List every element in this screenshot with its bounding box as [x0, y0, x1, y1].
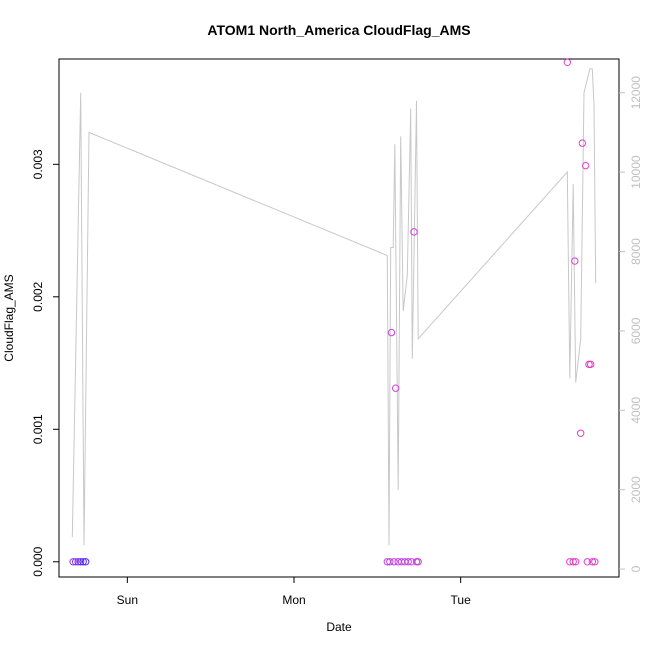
data-point	[81, 558, 90, 566]
data-point	[386, 558, 394, 566]
data-point	[410, 228, 418, 236]
data-point	[74, 558, 82, 566]
data-point	[588, 558, 597, 566]
y-right-tick-label: 12000	[629, 76, 643, 110]
data-point	[571, 257, 579, 265]
data-point	[387, 328, 396, 337]
y-axis-label: CloudFlag_AMS	[2, 274, 16, 361]
line-series	[71, 68, 597, 546]
x-tick-label: Sun	[117, 593, 138, 607]
x-tick-label: Tue	[451, 593, 472, 607]
data-point	[563, 58, 572, 67]
plot-frame	[58, 58, 620, 578]
data-point	[566, 558, 574, 566]
data-point	[390, 558, 398, 566]
data-point	[69, 558, 77, 566]
data-point	[391, 384, 400, 392]
y-left-tick-label: 0.003	[31, 149, 45, 179]
y-left-tick-label: 0.002	[31, 281, 45, 311]
data-point	[583, 558, 592, 566]
y-left-tick-label: 0.000	[31, 546, 45, 576]
data-point	[571, 558, 580, 566]
chart-title: ATOM1 North_America CloudFlag_AMS	[207, 22, 470, 38]
data-point	[576, 429, 585, 437]
data-point	[591, 558, 599, 566]
y-left-tick-label: 0.001	[31, 414, 45, 444]
data-point	[414, 558, 422, 566]
y-right-tick-label: 4000	[629, 397, 643, 424]
data-point	[76, 558, 85, 566]
data-point	[569, 558, 577, 566]
plot-area: 0.000 0.001 0.002 0.003 0 2000 4000 6000 8000 100…	[31, 58, 643, 607]
x-axis-label: Date	[326, 620, 352, 634]
y-right-tick-label: 2000	[629, 476, 643, 503]
data-point	[578, 139, 587, 147]
y-right-tick-label: 10000	[629, 155, 643, 189]
x-tick-label: Mon	[282, 593, 305, 607]
y-right-tick-label: 8000	[629, 238, 643, 265]
data-point	[71, 558, 80, 566]
y-right-tick-label: 6000	[629, 317, 643, 344]
data-point	[581, 161, 590, 170]
data-point	[586, 360, 595, 369]
data-point	[79, 558, 87, 566]
data-point	[404, 558, 412, 566]
y-right-tick-label: 0	[629, 565, 643, 572]
